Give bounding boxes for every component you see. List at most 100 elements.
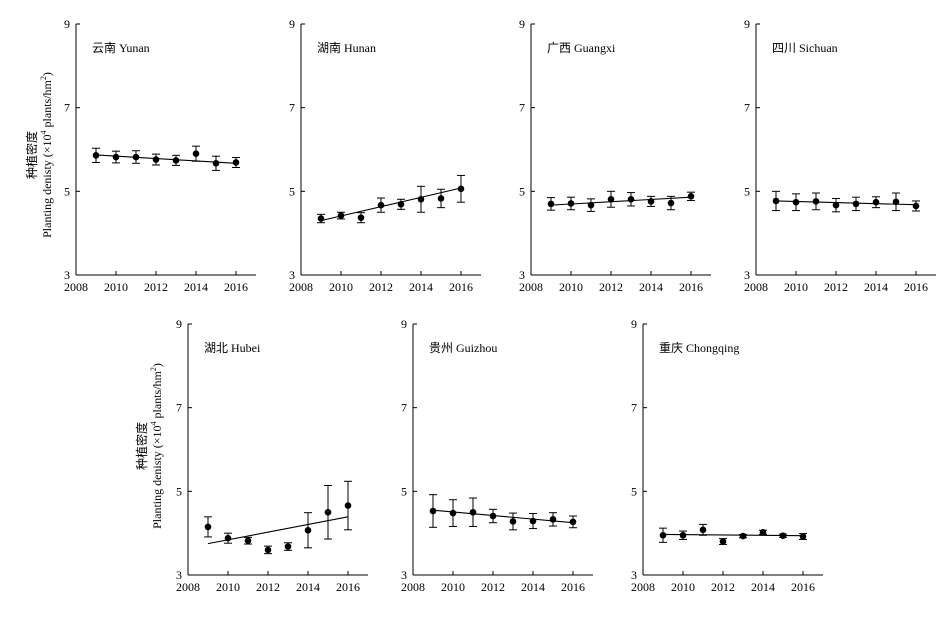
- data-point: [739, 532, 747, 540]
- x-tick-label: 2016: [561, 580, 585, 594]
- x-tick-label: 2012: [369, 280, 393, 294]
- data-point: [489, 512, 497, 520]
- data-point: [317, 215, 325, 222]
- data-point: [567, 200, 575, 207]
- x-tick-label: 2008: [176, 580, 200, 594]
- y-tick-label: 5: [631, 484, 637, 498]
- data-point: [759, 529, 767, 536]
- y-tick-label: 7: [631, 401, 637, 415]
- chart-panel: 3 5 7 9 2008 2010 2012 2014 2016 贵州 Guizhou: [401, 317, 593, 594]
- y-tick-label: 9: [64, 17, 70, 31]
- data-point: [812, 198, 820, 205]
- panel-title: 重庆 Chongqing: [659, 341, 739, 355]
- y-tick-label: 9: [289, 17, 295, 31]
- chart-panel: 3 5 7 9 2008 2010 2012 2014 2016 湖北 Hubei: [176, 317, 368, 594]
- data-point: [344, 502, 352, 509]
- x-tick-label: 2008: [631, 580, 655, 594]
- y-tick-label: 5: [64, 184, 70, 198]
- x-tick-label: 2014: [521, 580, 545, 594]
- y-tick-label: 5: [289, 184, 295, 198]
- y-tick-label: 5: [176, 484, 182, 498]
- data-point: [647, 198, 655, 205]
- chart-panel: 3 5 7 9 2008 2010 2012 2014 2016 湖南 Hunan: [289, 17, 481, 294]
- data-point: [912, 202, 920, 210]
- data-point: [719, 538, 727, 545]
- y-tick-label: 7: [744, 101, 750, 115]
- y-axis-label-top: 种植密度 Planting denisty (×104 plants/hm2): [24, 72, 54, 238]
- data-point: [192, 150, 200, 157]
- chart-panel: 3 5 7 9 2008 2010 2012 2014 2016 重庆 Chongqing: [631, 317, 823, 594]
- x-tick-label: 2008: [519, 280, 543, 294]
- y-axis-label-bottom: 种植密度 Planting denisty (×104 plants/hm2): [134, 363, 164, 529]
- y-axis-label-zh: 种植密度: [24, 131, 39, 179]
- data-point: [429, 507, 437, 515]
- data-point: [92, 152, 100, 159]
- trend-line: [320, 187, 462, 222]
- panel-title: 贵州 Guizhou: [429, 341, 497, 355]
- data-point: [627, 195, 635, 203]
- x-tick-label: 2012: [599, 280, 623, 294]
- x-tick-label: 2010: [784, 280, 808, 294]
- data-point: [232, 159, 240, 166]
- data-point: [699, 526, 707, 534]
- x-tick-label: 2016: [449, 280, 473, 294]
- panel-title: 湖北 Hubei: [204, 340, 261, 355]
- x-tick-label: 2016: [336, 580, 360, 594]
- data-point: [132, 153, 140, 161]
- x-tick-label: 2012: [256, 580, 280, 594]
- chart-panel: 3 5 7 9 2008 2010 2012 2014 2016 广西 Guangxi: [519, 17, 711, 294]
- data-point: [529, 517, 537, 525]
- data-point: [799, 533, 807, 540]
- x-tick-label: 2014: [409, 280, 433, 294]
- data-point: [872, 198, 880, 206]
- x-tick-label: 2016: [904, 280, 928, 294]
- x-tick-label: 2008: [64, 280, 88, 294]
- data-point: [377, 201, 385, 209]
- y-tick-label: 3: [401, 568, 407, 582]
- trend-line: [662, 533, 804, 537]
- x-tick-label: 2014: [296, 580, 320, 594]
- trend-line: [432, 509, 574, 524]
- x-tick-label: 2012: [144, 280, 168, 294]
- y-tick-label: 5: [744, 184, 750, 198]
- data-point: [679, 531, 687, 539]
- y-tick-label: 7: [401, 401, 407, 415]
- x-tick-label: 2014: [184, 280, 208, 294]
- data-point: [284, 543, 292, 550]
- x-tick-label: 2012: [824, 280, 848, 294]
- data-point: [172, 157, 180, 164]
- data-point: [547, 200, 555, 208]
- x-tick-label: 2008: [289, 280, 313, 294]
- x-tick-label: 2014: [751, 580, 775, 594]
- data-point: [244, 537, 252, 544]
- data-point: [357, 214, 365, 221]
- x-tick-label: 2010: [216, 580, 240, 594]
- y-tick-label: 5: [401, 484, 407, 498]
- data-point: [264, 546, 272, 554]
- y-tick-label: 7: [519, 101, 525, 115]
- x-tick-label: 2010: [441, 580, 465, 594]
- y-tick-label: 3: [519, 268, 525, 282]
- data-point: [509, 518, 517, 525]
- panel-title: 云南 Yunan: [92, 40, 150, 55]
- data-point: [779, 532, 787, 539]
- data-point: [892, 198, 900, 206]
- y-axis-label-zh: 种植密度: [134, 422, 149, 470]
- data-point: [417, 195, 425, 203]
- data-point: [224, 534, 232, 542]
- y-tick-label: 3: [744, 268, 750, 282]
- x-tick-label: 2016: [224, 280, 248, 294]
- trend-line: [550, 196, 692, 206]
- y-axis-label-en: Planting denisty (×104 plants/hm2): [39, 72, 54, 238]
- data-point: [397, 201, 405, 208]
- data-point: [212, 160, 220, 167]
- y-tick-label: 3: [176, 568, 182, 582]
- trend-line: [207, 516, 349, 545]
- x-tick-label: 2010: [671, 580, 695, 594]
- data-point: [832, 201, 840, 209]
- data-point: [449, 509, 457, 517]
- x-tick-label: 2016: [679, 280, 703, 294]
- data-point: [772, 197, 780, 205]
- data-point: [687, 193, 695, 200]
- data-point: [569, 518, 577, 526]
